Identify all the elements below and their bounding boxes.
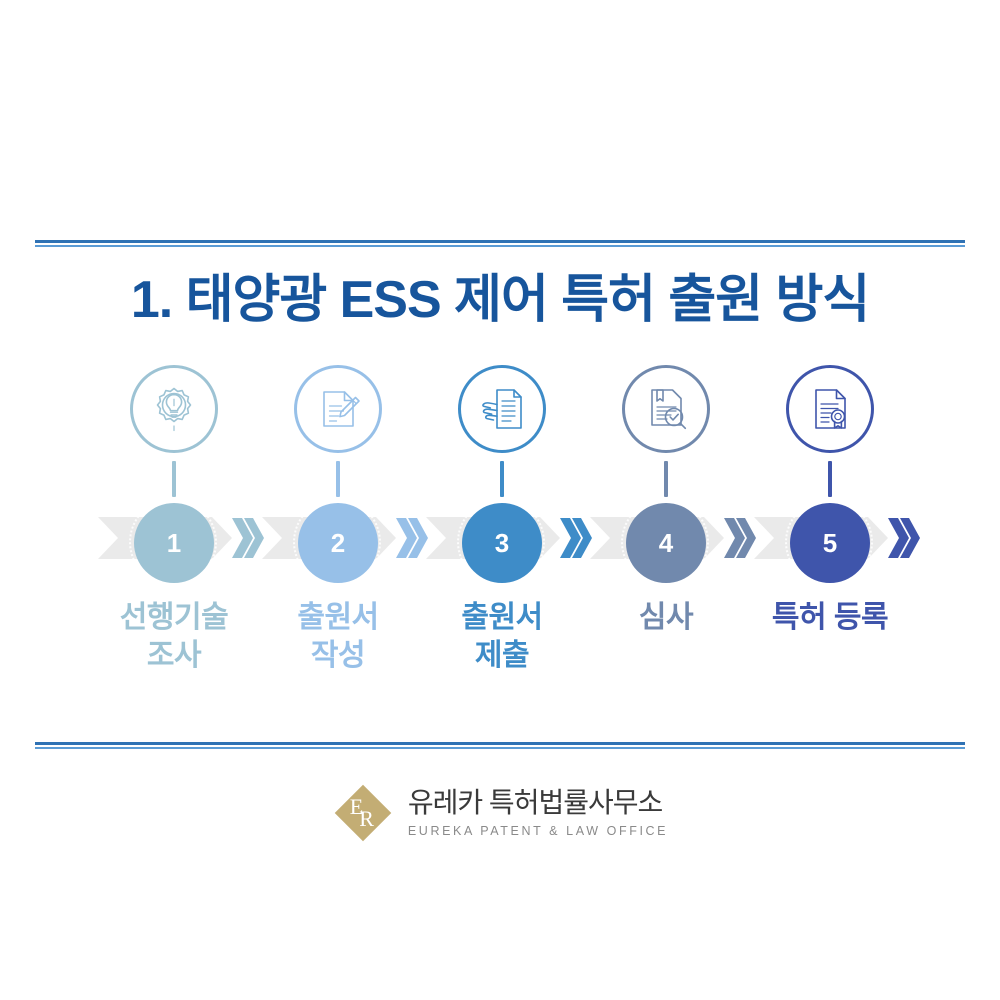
- step-number-text: 4: [659, 530, 673, 556]
- step-number-badge[interactable]: 1: [134, 503, 214, 583]
- gear-lightbulb-icon: [130, 365, 218, 453]
- step-label: 심사: [576, 599, 756, 637]
- certificate-seal-document-icon: [786, 365, 874, 453]
- logo-monogram-r: R: [359, 806, 373, 832]
- process-step-3[interactable]: 3출원서 제출: [420, 365, 584, 695]
- step-label: 출원서 작성: [248, 599, 428, 675]
- step-number-text: 2: [331, 530, 345, 556]
- document-pencil-icon: [294, 365, 382, 453]
- page-title: 1. 태양광 ESS 제어 특허 출원 방식: [0, 272, 1000, 329]
- process-flow: 1선행기술 조사2출원서 작성3출원서 제출4심사5특허 등록: [0, 365, 1000, 695]
- process-step-1[interactable]: 1선행기술 조사: [92, 365, 256, 695]
- slide-canvas: 1. 태양광 ESS 제어 특허 출원 방식 1선행기술 조사2출원서 작성3출…: [0, 0, 1000, 1000]
- process-step-4[interactable]: 4심사: [584, 365, 748, 695]
- process-step-2[interactable]: 2출원서 작성: [256, 365, 420, 695]
- logo-text-block: 유레카 특허법률사무소 EUREKA PATENT & LAW OFFICE: [408, 788, 668, 838]
- step-number-badge[interactable]: 4: [626, 503, 706, 583]
- divider-bottom: [35, 742, 965, 750]
- step-connector-line: [172, 461, 176, 497]
- logo-name-english: EUREKA PATENT & LAW OFFICE: [408, 824, 668, 838]
- logo-name-korean: 유레카 특허법률사무소: [408, 788, 668, 819]
- logo-monogram: ER: [332, 782, 394, 844]
- document-check-magnifier-icon: [622, 365, 710, 453]
- step-connector-line: [336, 461, 340, 497]
- divider-top-thin-bar: [35, 245, 965, 247]
- step-number-text: 3: [495, 530, 509, 556]
- divider-bottom-thin-bar: [35, 747, 965, 749]
- process-step-5[interactable]: 5특허 등록: [748, 365, 912, 695]
- step-label: 특허 등록: [740, 599, 920, 637]
- step-connector-line: [828, 461, 832, 497]
- step-number-text: 5: [823, 530, 837, 556]
- step-label: 선행기술 조사: [84, 599, 264, 675]
- company-logo: ER 유레카 특허법률사무소 EUREKA PATENT & LAW OFFIC…: [0, 778, 1000, 848]
- step-number-badge[interactable]: 5: [790, 503, 870, 583]
- divider-top: [35, 240, 965, 248]
- step-number-text: 1: [167, 530, 181, 556]
- step-number-badge[interactable]: 2: [298, 503, 378, 583]
- step-connector-line: [664, 461, 668, 497]
- step-number-badge[interactable]: 3: [462, 503, 542, 583]
- hand-submit-document-icon: [458, 365, 546, 453]
- step-label: 출원서 제출: [412, 599, 592, 675]
- logo-diamond-icon: ER: [332, 782, 394, 844]
- step-connector-line: [500, 461, 504, 497]
